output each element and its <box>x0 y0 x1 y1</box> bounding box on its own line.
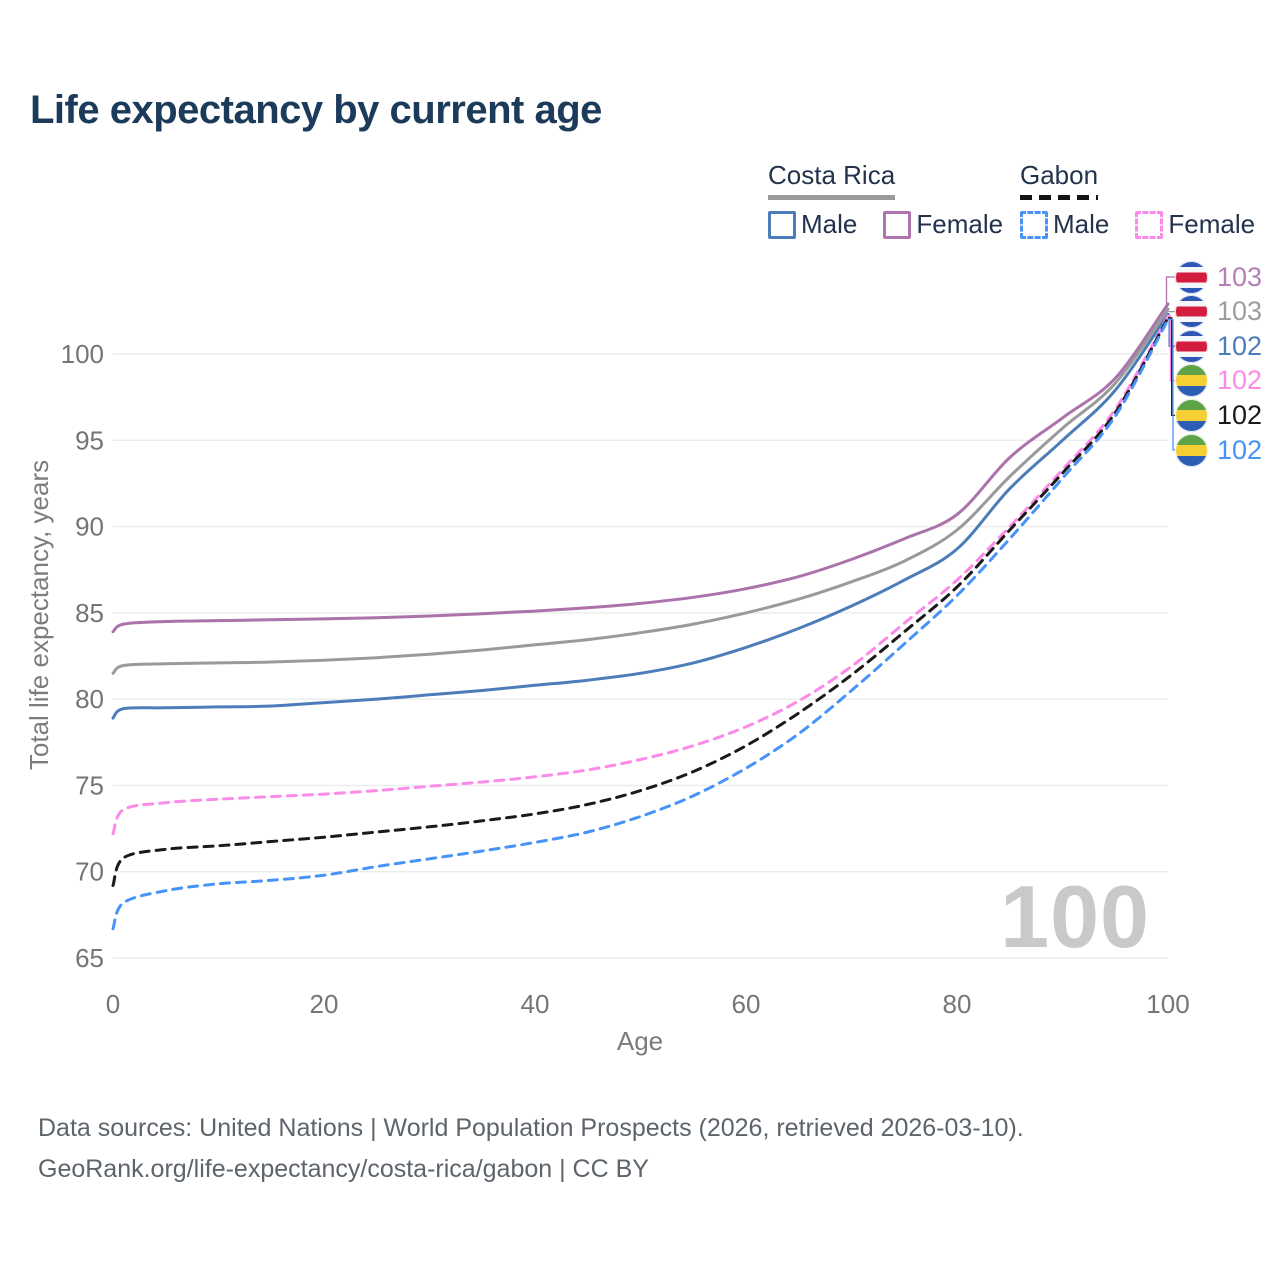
checkbox-gabon-male-icon[interactable] <box>1020 210 1048 239</box>
page-title: Life expectancy by current age <box>30 88 602 132</box>
footer-data-sources: Data sources: United Nations | World Pop… <box>38 1114 1024 1142</box>
legend-label-costa-rica-male: Male <box>801 209 858 239</box>
legend-label-gabon-male: Male <box>1053 209 1110 239</box>
y-tick-label: 65 <box>75 943 104 973</box>
x-axis-title: Age <box>617 1026 663 1056</box>
footer-attribution: GeoRank.org/life-expectancy/costa-rica/g… <box>38 1155 649 1183</box>
leader-line-costa-rica-female <box>1165 276 1175 305</box>
y-tick-label: 100 <box>61 339 104 369</box>
series-line-gabon-both[interactable] <box>111 316 1170 887</box>
legend-group-costa-rica: Costa Rica Male Female <box>768 160 1003 240</box>
y-tick-label: 70 <box>75 857 104 887</box>
legend-item-gabon-male[interactable]: Male <box>1020 209 1109 240</box>
x-tick-label: 100 <box>1146 989 1189 1019</box>
series-line-costa-rica-female[interactable] <box>111 302 1170 634</box>
x-tick-label: 60 <box>732 989 761 1019</box>
x-tick-label: 80 <box>943 989 972 1019</box>
footer: Data sources: United Nations | World Pop… <box>38 1108 1024 1190</box>
series-line-gabon-female[interactable] <box>111 314 1170 836</box>
x-tick-label: 0 <box>106 989 120 1019</box>
series-line-gabon-male[interactable] <box>111 318 1170 931</box>
legend-item-costa-rica-female[interactable]: Female <box>883 209 1003 240</box>
y-tick-label: 85 <box>75 598 104 628</box>
leader-line-costa-rica-both <box>1167 308 1175 313</box>
y-tick-label: 95 <box>75 425 104 455</box>
current-age-watermark: 100 <box>1000 867 1150 966</box>
series-line-costa-rica-male[interactable] <box>111 312 1170 720</box>
x-tick-label: 20 <box>310 989 339 1019</box>
series-line-costa-rica-both[interactable] <box>111 307 1170 675</box>
checkbox-gabon-female-icon[interactable] <box>1135 210 1164 239</box>
legend-item-gabon-female[interactable]: Female <box>1135 209 1255 240</box>
checkbox-costa-rica-female-icon[interactable] <box>883 210 912 239</box>
y-tick-label: 75 <box>75 770 104 800</box>
y-tick-label: 80 <box>75 684 104 714</box>
legend-label-costa-rica-female: Female <box>916 209 1004 239</box>
legend-group-gabon: Gabon Male Female <box>1020 160 1255 240</box>
legend-label-gabon-female: Female <box>1168 209 1256 239</box>
checkbox-costa-rica-male-icon[interactable] <box>768 210 796 239</box>
leader-line-gabon-male <box>1168 318 1175 451</box>
legend-country-gabon[interactable]: Gabon <box>1020 160 1098 200</box>
y-tick-label: 90 <box>75 512 104 542</box>
legend-country-costa-rica[interactable]: Costa Rica <box>768 160 895 200</box>
legend-item-costa-rica-male[interactable]: Male <box>768 209 857 240</box>
x-tick-label: 40 <box>521 989 550 1019</box>
y-axis-title: Total life expectancy, years <box>24 460 54 770</box>
